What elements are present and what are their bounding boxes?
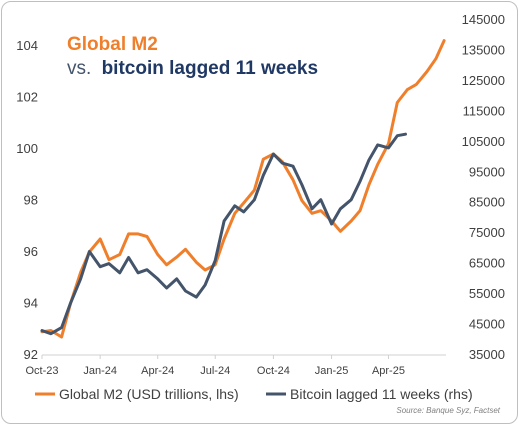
left-tick-label: 104 bbox=[16, 38, 38, 53]
right-tick-label: 85000 bbox=[469, 195, 505, 210]
x-tick-label: Oct-24 bbox=[257, 365, 290, 377]
x-tick-label: Jan-24 bbox=[83, 365, 117, 377]
legend-label-m2: Global M2 (USD trillions, lhs) bbox=[59, 386, 239, 402]
left-tick-label: 96 bbox=[24, 244, 38, 259]
right-tick-label: 145000 bbox=[462, 12, 505, 27]
left-tick-label: 92 bbox=[24, 347, 38, 362]
series-line-bitcoin bbox=[40, 132, 407, 336]
x-tick-label: Oct-23 bbox=[25, 365, 58, 377]
series-line-global-m2 bbox=[40, 39, 446, 339]
chart-title-line2: vs. bitcoin lagged 11 weeks bbox=[67, 58, 318, 79]
x-tick-label: Jul-24 bbox=[200, 365, 230, 377]
right-tick-label: 65000 bbox=[469, 256, 505, 271]
legend-label-btc: Bitcoin lagged 11 weeks (rhs) bbox=[290, 386, 473, 402]
left-tick-label: 102 bbox=[16, 89, 38, 104]
right-tick-label: 35000 bbox=[469, 347, 505, 362]
left-tick-label: 100 bbox=[16, 141, 38, 156]
x-tick-label: Apr-25 bbox=[372, 365, 405, 377]
x-tick-label: Jan-25 bbox=[315, 365, 349, 377]
chart-title-bitcoin: bitcoin lagged 11 weeks bbox=[102, 58, 318, 79]
x-axis: Oct-23 Jan-24 Apr-24 Jul-24 Oct-24 Jan-25 Apr-… bbox=[25, 355, 405, 377]
chart-title-vs: vs. bbox=[67, 58, 91, 79]
chart-title-line1: Global M2 bbox=[67, 34, 158, 55]
source-note: Source: Banque Syz, Factset bbox=[396, 406, 500, 415]
right-tick-label: 135000 bbox=[462, 42, 505, 57]
right-tick-label: 105000 bbox=[462, 134, 505, 149]
right-tick-label: 125000 bbox=[462, 73, 505, 88]
series-layer bbox=[40, 39, 446, 339]
right-tick-label: 95000 bbox=[469, 164, 505, 179]
right-tick-label: 45000 bbox=[469, 317, 505, 332]
x-tick-label: Apr-24 bbox=[141, 365, 174, 377]
right-tick-label: 75000 bbox=[469, 225, 505, 240]
left-tick-label: 94 bbox=[24, 295, 38, 310]
left-axis: 92 94 96 98 100 102 104 bbox=[16, 38, 38, 362]
right-tick-label: 115000 bbox=[463, 103, 505, 118]
left-tick-label: 98 bbox=[24, 192, 38, 207]
right-tick-label: 55000 bbox=[469, 286, 505, 301]
right-axis: 35000 45000 55000 65000 75000 85000 95000 10500… bbox=[462, 12, 505, 362]
